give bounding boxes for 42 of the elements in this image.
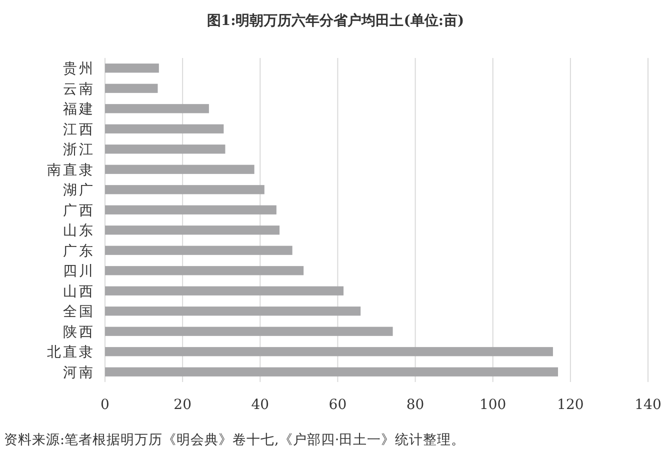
y-tick-label: 南直隶	[47, 162, 95, 178]
y-tick-label: 广东	[63, 243, 95, 260]
bar	[105, 246, 292, 255]
bar	[105, 226, 280, 235]
y-tick-label: 湖广	[63, 182, 95, 199]
bar	[105, 367, 558, 376]
bar	[105, 185, 264, 194]
y-tick-label: 江西	[63, 122, 95, 138]
bar	[105, 144, 226, 154]
y-tick-label: 浙江	[63, 142, 95, 158]
y-tick-label: 福建	[63, 102, 95, 118]
x-tick-label: 80	[406, 397, 424, 413]
text: 资料来源:笔者根据明万历《明会典》卷十七,《户部四·田土一》统计整理。	[4, 432, 466, 448]
bar	[105, 306, 361, 316]
x-tick-label: 0	[100, 397, 110, 413]
bar	[105, 266, 304, 276]
y-tick-label: 北直隶	[47, 344, 95, 361]
y-tick-label: 山西	[63, 284, 95, 300]
bar	[105, 205, 276, 214]
y-tick-label: 山东	[63, 223, 95, 240]
bar	[105, 84, 158, 93]
x-tick-label: 20	[174, 397, 192, 413]
y-tick-label: 广西	[63, 202, 95, 219]
y-tick-label: 四川	[63, 264, 95, 280]
bar	[105, 326, 393, 336]
x-tick-label: 140	[634, 397, 662, 413]
bar	[105, 64, 159, 73]
bar	[105, 104, 209, 114]
y-tick-label: 云南	[63, 81, 95, 98]
y-tick-label: 贵州	[63, 61, 95, 78]
bar	[105, 286, 344, 296]
x-tick-label: 100	[479, 397, 506, 413]
chart-title: 图1:明朝万历六年分省户均田土(单位:亩)	[206, 12, 464, 29]
bar	[105, 124, 224, 134]
bar	[105, 164, 254, 174]
y-tick-label: 陕西	[63, 324, 95, 340]
y-tick-label: 全国	[63, 304, 95, 320]
x-tick-label: 120	[557, 397, 584, 413]
x-tick-label: 60	[328, 397, 347, 413]
x-tick-label: 40	[251, 397, 270, 413]
bar	[105, 347, 553, 356]
y-tick-label: 河南	[63, 364, 95, 381]
